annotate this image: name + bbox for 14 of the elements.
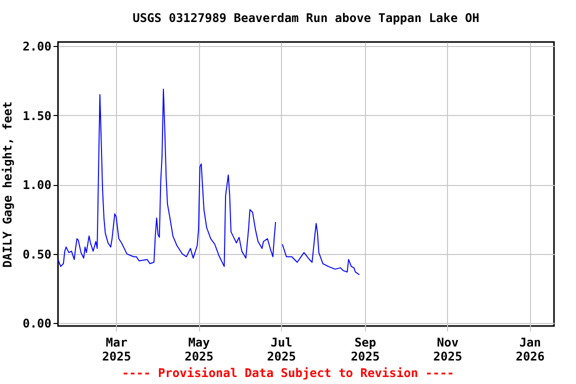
x-tick-label: Mar 2025 — [102, 336, 132, 364]
y-axis-title: DAILY Gage height, feet — [0, 101, 15, 268]
x-tick-label: Sep 2025 — [350, 336, 380, 364]
y-tick-label: 2.00 — [22, 40, 52, 54]
y-tick-label: 0.00 — [22, 316, 52, 331]
y-tick-label: 0.50 — [22, 247, 52, 262]
y-tick-label: 1.00 — [22, 178, 52, 192]
text: ---- Provisional Data Subject to Revision ---- — [120, 366, 456, 380]
x-tick-label: Nov 2025 — [433, 336, 462, 364]
y-tick-label: 1.50 — [22, 108, 52, 123]
x-tick-label: Jan 2026 — [516, 336, 545, 364]
x-tick-label: Jul 2025 — [267, 336, 296, 364]
chart-title: USGS 03127989 Beaverdam Run above Tappan Lake OH — [132, 11, 480, 26]
x-tick-label: May 2025 — [184, 336, 214, 364]
